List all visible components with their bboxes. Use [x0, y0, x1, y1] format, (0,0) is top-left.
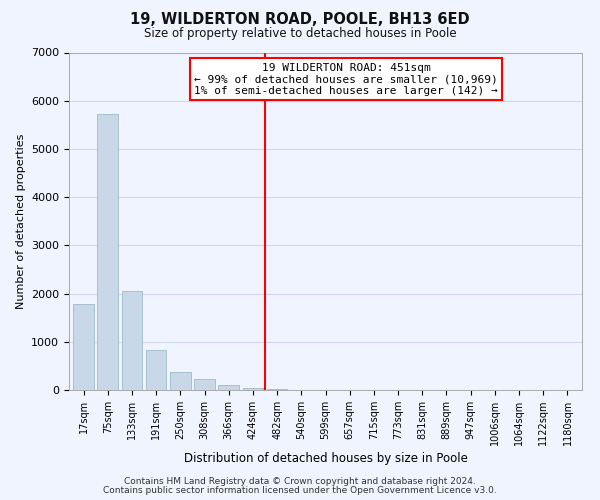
Y-axis label: Number of detached properties: Number of detached properties: [16, 134, 26, 309]
X-axis label: Distribution of detached houses by size in Poole: Distribution of detached houses by size …: [184, 452, 467, 465]
Bar: [170, 372, 191, 390]
Text: 19 WILDERTON ROAD: 451sqm
← 99% of detached houses are smaller (10,969)
1% of se: 19 WILDERTON ROAD: 451sqm ← 99% of detac…: [194, 62, 498, 96]
Bar: [97, 114, 118, 390]
Bar: [218, 384, 239, 390]
Bar: [146, 350, 166, 390]
Text: Size of property relative to detached houses in Poole: Size of property relative to detached ho…: [143, 28, 457, 40]
Bar: [122, 291, 142, 390]
Text: 19, WILDERTON ROAD, POOLE, BH13 6ED: 19, WILDERTON ROAD, POOLE, BH13 6ED: [130, 12, 470, 28]
Bar: [242, 388, 263, 390]
Bar: [267, 388, 287, 390]
Bar: [194, 379, 215, 390]
Text: Contains public sector information licensed under the Open Government Licence v3: Contains public sector information licen…: [103, 486, 497, 495]
Text: Contains HM Land Registry data © Crown copyright and database right 2024.: Contains HM Land Registry data © Crown c…: [124, 477, 476, 486]
Bar: [73, 304, 94, 390]
